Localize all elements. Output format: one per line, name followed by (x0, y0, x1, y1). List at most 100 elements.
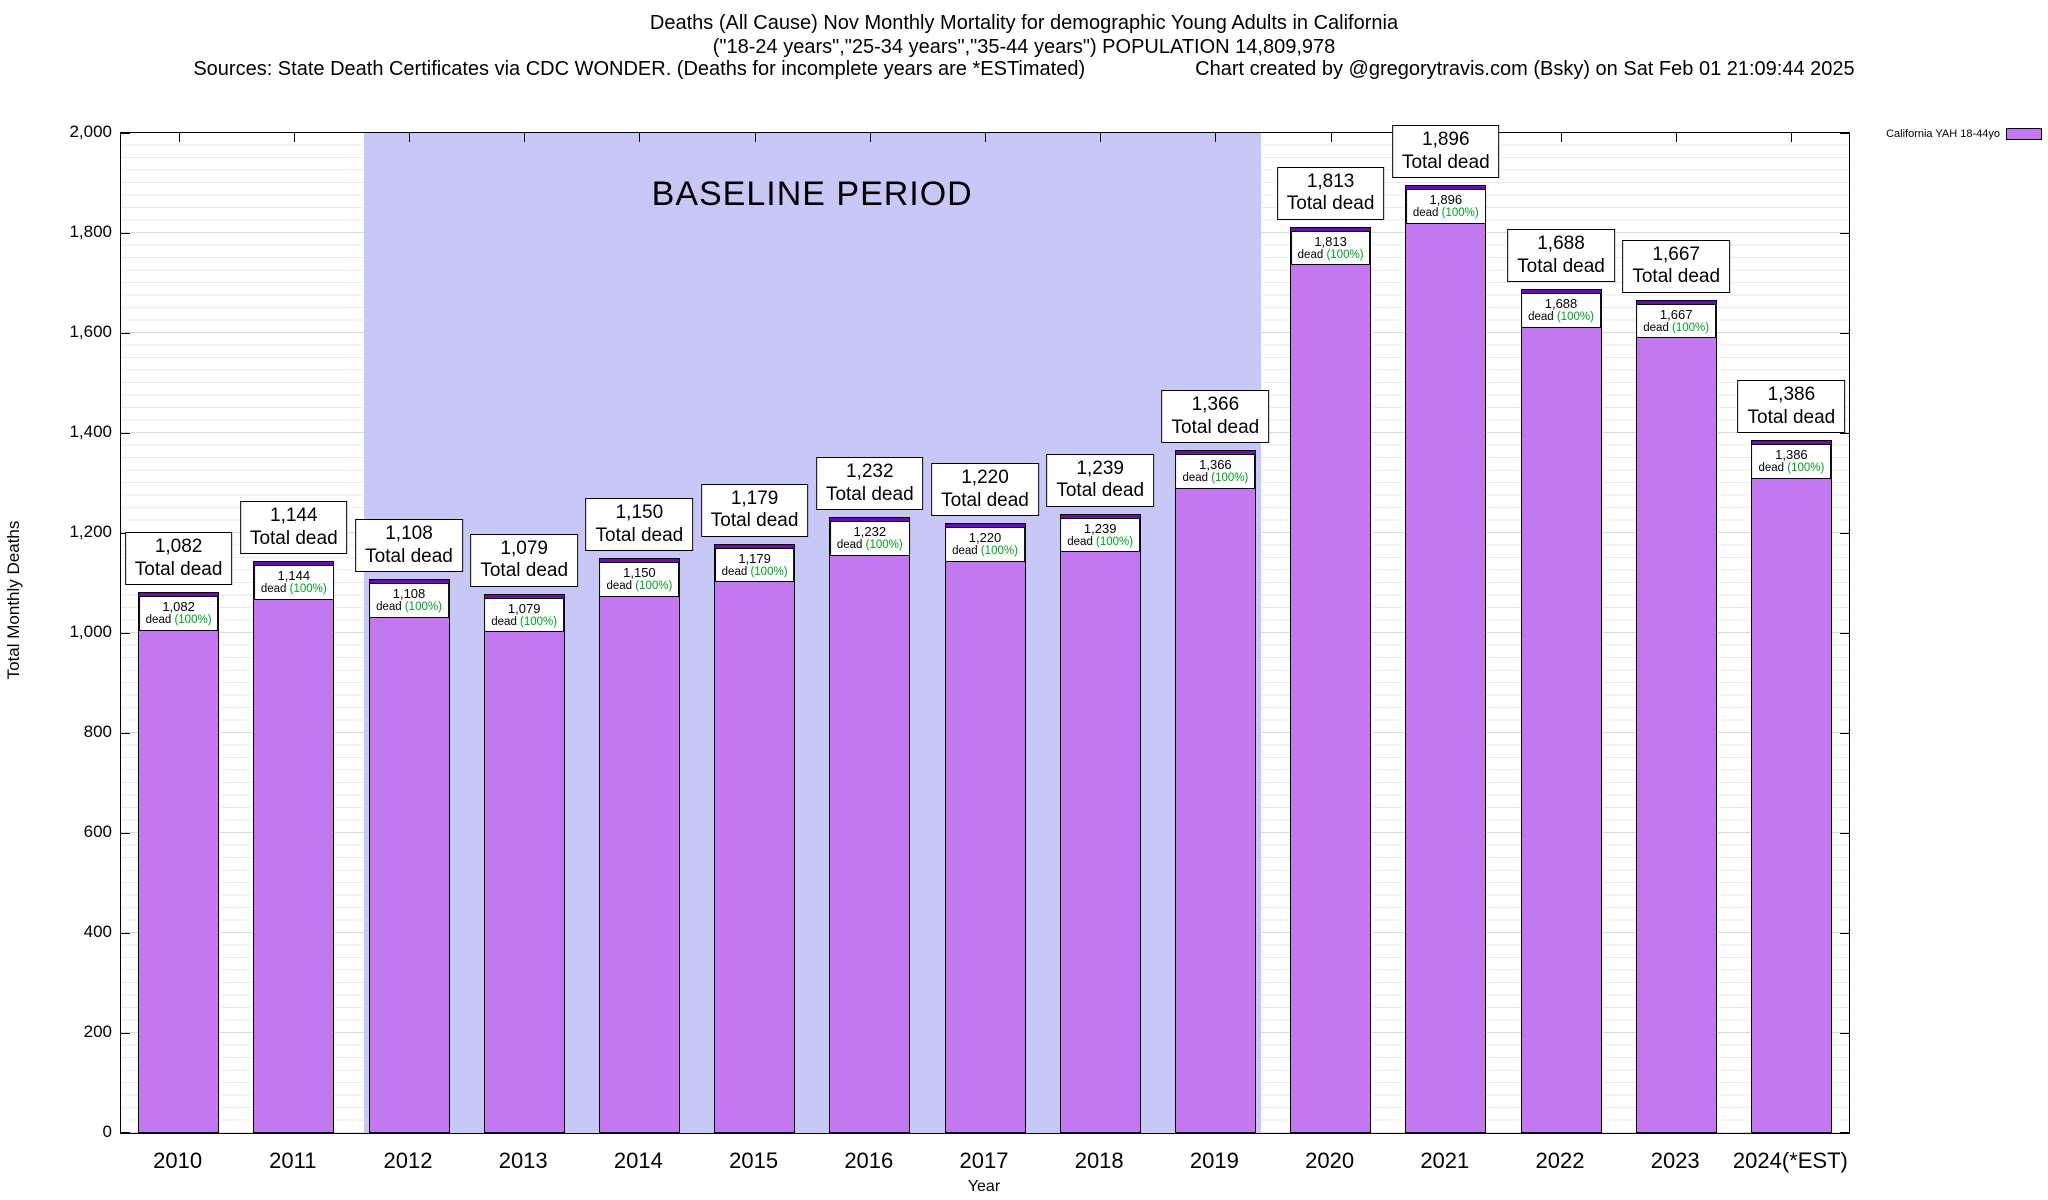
bar-2013 (483, 593, 565, 1133)
bar-inner-label-2013: 1,079 dead (100%) (484, 597, 565, 633)
bar-inner-label-2011: 1,144 dead (100%) (253, 565, 334, 600)
y-tick-label: 1,400 (69, 422, 112, 441)
y-tick-mark (1840, 933, 1849, 934)
bar-2011 (253, 561, 335, 1133)
x-tick-mark (1676, 133, 1678, 142)
x-tick-mark (1330, 133, 1332, 142)
x-tick-mark (639, 133, 641, 142)
x-tick-mark (524, 133, 526, 142)
chart-title-line3: Sources: State Death Certificates via CD… (0, 58, 2048, 81)
plot-area: BASELINE PERIOD 1,082 Total dead 1,082 dead … (120, 125, 1850, 1134)
y-tick-label: 1,000 (69, 622, 112, 641)
bar-total-label-2024(*EST): 1,386 Total dead (1737, 380, 1846, 433)
bar-total-label-2021: 1,896 Total dead (1391, 125, 1500, 178)
bar-total-label-2013: 1,079 Total dead (470, 533, 579, 587)
bar-2017 (944, 523, 1026, 1133)
y-tick-mark (1840, 133, 1849, 134)
bar-inner-label-2023: 1,667 dead (100%) (1636, 303, 1717, 339)
x-tick-label: 2017 (959, 1148, 1009, 1173)
bar-total-label-2022: 1,688 Total dead (1507, 229, 1615, 282)
bar-total-label-2015: 1,179 Total dead (700, 483, 809, 537)
y-tick-mark (1840, 1132, 1849, 1133)
chart-title-line2: ("18-24 years","25-34 years","35-44 year… (712, 36, 1336, 58)
x-tick-label: 2011 (269, 1148, 317, 1173)
bar-2016 (829, 517, 911, 1133)
x-tick-label: 2012 (383, 1148, 433, 1173)
x-tick-label: 2022 (1535, 1148, 1585, 1173)
bar-total-label-2020: 1,813 Total dead (1276, 166, 1385, 220)
y-tick-label: 400 (83, 922, 112, 941)
bar-inner-label-2017: 1,220 dead (100%) (945, 527, 1025, 562)
y-tick-mark (1840, 733, 1849, 734)
bar-inner-label-2022: 1,688 dead (100%) (1521, 293, 1601, 328)
bar-total-label-2012: 1,108 Total dead (355, 519, 463, 572)
x-tick-label: 2020 (1305, 1148, 1355, 1173)
x-tick-mark (1791, 133, 1793, 142)
x-tick-label: 2016 (844, 1148, 894, 1173)
bar-2018 (1059, 513, 1141, 1133)
y-tick-mark (1840, 1033, 1849, 1034)
chart-credit: Chart created by @gregorytravis.com (Bsk… (1195, 58, 1855, 80)
bar-2019 (1174, 450, 1256, 1133)
bar-2010 (138, 592, 220, 1133)
x-axis-tick-labels: 2010 2011 2012 2013 2014 2015 2016 2017 2018 2019… (120, 1148, 1848, 1178)
chart-source-note: Sources: State Death Certificates via CD… (193, 58, 1086, 80)
x-tick-mark (293, 133, 295, 142)
y-tick-mark (121, 1033, 130, 1034)
bar-2020 (1290, 226, 1372, 1133)
x-tick-mark (178, 133, 180, 142)
bar-inner-label-2021: 1,896 dead (100%) (1405, 189, 1486, 224)
x-tick-label: 2024(*EST) (1732, 1148, 1848, 1173)
legend-swatch (2006, 128, 2042, 140)
x-tick-mark (754, 133, 756, 142)
y-tick-mark (1840, 433, 1849, 434)
y-tick-mark (1840, 833, 1849, 834)
bar-total-label-2011: 1,144 Total dead (239, 501, 348, 554)
y-tick-mark (121, 933, 130, 934)
bar-inner-label-2019: 1,366 dead (100%) (1175, 454, 1256, 489)
bar-total-label-2018: 1,239 Total dead (1046, 453, 1155, 507)
x-tick-mark (985, 133, 986, 142)
y-tick-label: 0 (102, 1122, 112, 1141)
x-tick-mark (409, 133, 410, 142)
bar-2014 (598, 558, 680, 1133)
chart-title-line1: Deaths (All Cause) Nov Monthly Mortality… (649, 12, 1399, 34)
x-tick-mark (869, 133, 871, 142)
x-tick-label: 2013 (498, 1148, 548, 1173)
bar-inner-label-2020: 1,813 dead (100%) (1290, 230, 1371, 266)
y-tick-mark (121, 833, 130, 834)
bar-total-label-2016: 1,232 Total dead (815, 457, 924, 510)
bar-inner-label-2024(*EST): 1,386 dead (100%) (1751, 444, 1832, 479)
y-axis-tick-labels: 0 200 400 600 800 1,000 1,200 1,400 1,600 1,800 2,… (0, 122, 112, 1141)
bar-2012 (368, 579, 450, 1133)
baseline-period-label: BASELINE PERIOD (651, 175, 973, 213)
y-tick-mark (1840, 533, 1849, 534)
x-tick-label: 2019 (1189, 1148, 1239, 1173)
y-tick-mark (121, 333, 130, 334)
bar-inner-label-2014: 1,150 dead (100%) (599, 562, 680, 597)
y-tick-mark (1840, 633, 1849, 634)
bar-total-label-2014: 1,150 Total dead (585, 498, 694, 551)
x-tick-label: 2015 (729, 1148, 779, 1173)
y-tick-mark (121, 133, 130, 134)
x-tick-label: 2018 (1074, 1148, 1124, 1173)
y-tick-mark (121, 633, 130, 634)
y-tick-label: 1,800 (69, 222, 112, 241)
y-tick-label: 600 (83, 822, 112, 841)
bar-2022 (1520, 289, 1602, 1133)
y-tick-mark (121, 433, 130, 434)
y-tick-mark (1840, 233, 1849, 234)
bar-inner-label-2012: 1,108 dead (100%) (369, 583, 449, 618)
x-tick-mark (1561, 133, 1562, 142)
bar-total-label-2017: 1,220 Total dead (931, 463, 1039, 516)
y-tick-label: 200 (83, 1022, 112, 1041)
x-tick-label: 2021 (1420, 1148, 1470, 1173)
bar-inner-label-2016: 1,232 dead (100%) (829, 521, 910, 556)
y-tick-mark (1840, 333, 1849, 334)
bar-2021 (1405, 185, 1487, 1133)
x-tick-label: 2023 (1650, 1148, 1700, 1173)
x-tick-label: 2010 (153, 1148, 203, 1173)
y-tick-label: 2,000 (69, 122, 112, 141)
x-tick-label: 2014 (613, 1148, 663, 1173)
